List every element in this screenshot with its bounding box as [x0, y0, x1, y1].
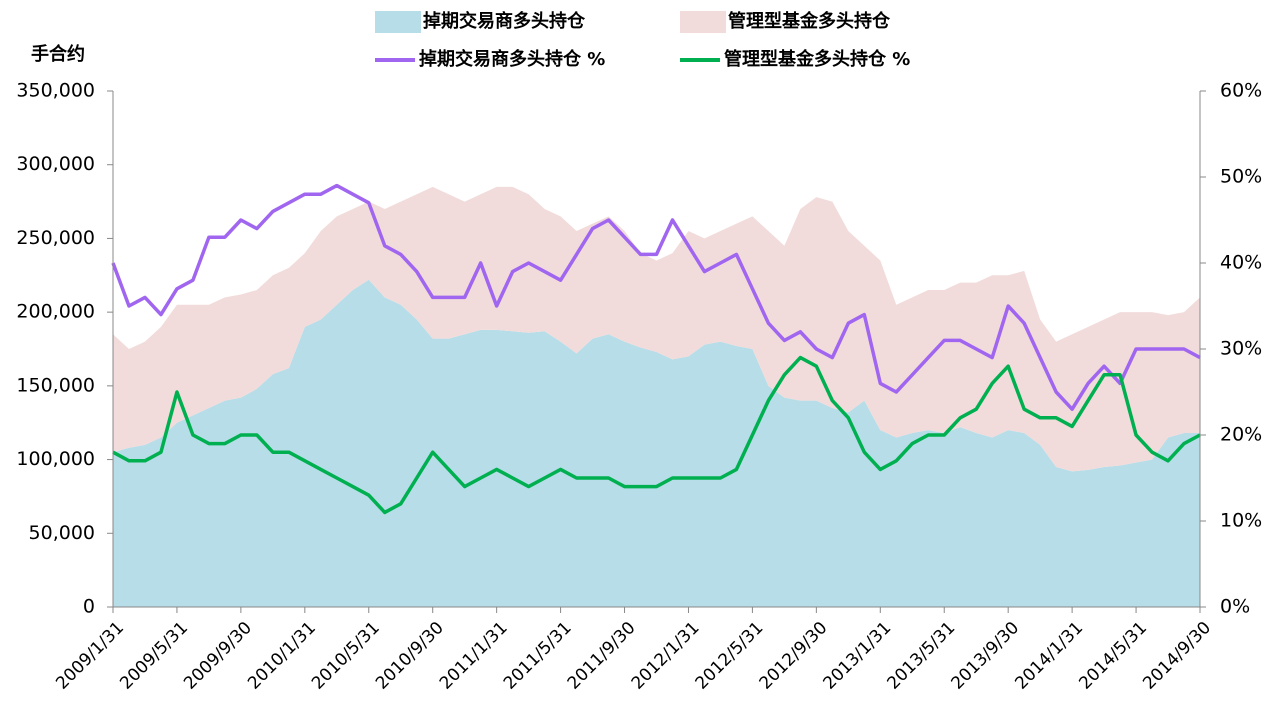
- x-tick-label: 2011/9/30: [564, 618, 640, 694]
- x-tick-label: 2013/5/31: [884, 618, 960, 694]
- x-tick-label: 2011/1/31: [436, 618, 512, 694]
- legend-label: 管理型基金多头持仓 %: [724, 48, 910, 70]
- y2-tick-label: 40%: [1220, 252, 1262, 274]
- y2-tick-label: 0%: [1220, 596, 1250, 618]
- y-tick-label: 50,000: [29, 522, 95, 544]
- x-tick-label: 2011/5/31: [500, 618, 576, 694]
- legend-swatch: [680, 11, 726, 33]
- x-tick-label: 2014/9/30: [1139, 618, 1215, 694]
- x-tick-label: 2013/9/30: [947, 618, 1023, 694]
- x-tick-label: 2009/5/31: [116, 618, 192, 694]
- x-tick-label: 2010/1/31: [244, 618, 320, 694]
- y-tick-label: 300,000: [16, 153, 95, 175]
- y-tick-label: 100,000: [16, 448, 95, 470]
- y-tick-label: 150,000: [16, 374, 95, 396]
- line: [111, 183, 1201, 411]
- x-tick-label: 2010/5/31: [308, 618, 384, 694]
- y-tick-label: 350,000: [16, 80, 95, 102]
- x-tick-label: 2014/5/31: [1075, 618, 1151, 694]
- x-tick-label: 2010/9/30: [372, 618, 448, 694]
- y2-tick-label: 60%: [1220, 80, 1262, 102]
- y2-tick-label: 20%: [1220, 424, 1262, 446]
- legend-label: 掉期交易商多头持仓 %: [419, 48, 605, 70]
- x-tick-label: 2009/9/30: [180, 618, 256, 694]
- x-tick-label: 2009/1/31: [52, 618, 128, 694]
- legend-label: 掉期交易商多头持仓: [423, 10, 586, 32]
- legend-swatch: [375, 11, 421, 33]
- y2-tick-label: 50%: [1220, 166, 1262, 188]
- y-tick-label: 250,000: [16, 227, 95, 249]
- line: [112, 355, 1201, 515]
- x-tick-label: 2013/1/31: [820, 618, 896, 694]
- y2-tick-label: 30%: [1220, 338, 1262, 360]
- x-tick-label: 2012/1/31: [628, 618, 704, 694]
- x-tick-label: 2012/5/31: [692, 618, 768, 694]
- area: [113, 186, 1200, 472]
- y2-tick-label: 10%: [1220, 510, 1262, 532]
- x-tick-label: 2012/9/30: [756, 618, 832, 694]
- area: [113, 279, 1200, 607]
- y-axis-label: 手合约: [31, 43, 85, 65]
- legend-label: 管理型基金多头持仓: [728, 10, 891, 32]
- y-tick-label: 200,000: [16, 301, 95, 323]
- x-tick-label: 2014/1/31: [1011, 618, 1087, 694]
- y-tick-label: 0: [83, 596, 95, 618]
